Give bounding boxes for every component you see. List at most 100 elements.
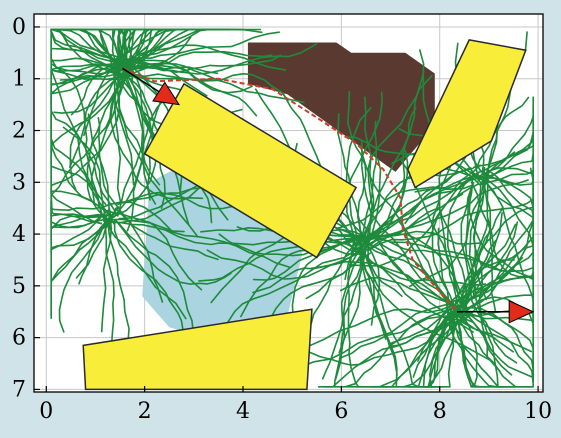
tree-edge — [59, 71, 125, 81]
tree-edge — [117, 212, 203, 291]
x-tick-label: 6 — [334, 399, 348, 424]
tree-edge — [100, 210, 112, 333]
tree-edge — [333, 239, 370, 388]
y-tick-label: 1 — [12, 67, 26, 92]
tree-edge — [338, 238, 369, 354]
tree-edge — [473, 186, 487, 301]
tree-edge — [198, 237, 371, 282]
tree-edge — [106, 201, 173, 232]
tree-edge — [128, 43, 318, 75]
tree-edge — [126, 28, 262, 61]
start-arrow-shaft — [122, 67, 160, 93]
tree-edge — [482, 166, 497, 312]
tree-edge — [116, 99, 165, 217]
tree-edge — [114, 58, 157, 205]
tree-edge — [468, 173, 534, 281]
tree-edge — [87, 113, 111, 217]
tree-edge — [363, 75, 433, 251]
path-layer — [122, 67, 458, 313]
tree-edge — [113, 62, 305, 104]
obstacle-quad-top-right — [406, 39, 527, 189]
tree-edge — [461, 251, 534, 311]
tree-edge — [54, 69, 132, 81]
tree-edge — [69, 68, 119, 191]
tree-edge — [367, 246, 453, 333]
tree-edge — [337, 184, 473, 229]
tree-edge — [422, 310, 454, 387]
tree-edge — [351, 235, 503, 272]
y-tick-label: 2 — [12, 119, 26, 144]
tree-edge — [450, 311, 506, 388]
y-tick-label: 7 — [12, 377, 26, 402]
tree-edge — [210, 227, 370, 304]
tree-edge — [370, 235, 534, 273]
obstacle-rect-center — [143, 82, 358, 259]
tree-edge — [472, 174, 492, 268]
tree-edge — [121, 59, 258, 117]
tree-edge — [366, 173, 479, 241]
tree-edge — [344, 167, 474, 281]
axes-layer: 0 2 4 6 8 10 0 1 2 3 4 5 6 7 — [12, 13, 552, 424]
tree-edge — [337, 113, 363, 251]
tree-edge — [127, 65, 219, 75]
tree-edge — [50, 113, 119, 215]
tree-edge — [130, 44, 286, 71]
tree-edge — [70, 61, 127, 116]
x-tick-label: 0 — [39, 399, 53, 424]
tree-edge — [113, 74, 135, 186]
tree-edge — [484, 180, 534, 329]
tree-edge — [345, 107, 372, 254]
tree-edge — [367, 198, 534, 252]
brown-region — [247, 42, 435, 172]
tree-edge — [446, 151, 516, 306]
tree-edge — [437, 227, 450, 304]
tree-edge — [118, 179, 208, 220]
tree-edge — [289, 303, 454, 374]
tree-edge — [90, 62, 127, 205]
goal-arrow-head — [508, 299, 535, 324]
tree-edge — [50, 213, 112, 231]
tree-edge — [360, 249, 403, 297]
plot-frame-border — [33, 13, 544, 393]
start-goal-markers — [122, 67, 535, 324]
tree-edge — [373, 233, 460, 308]
tree-edge — [366, 193, 464, 251]
tree-edge — [359, 241, 501, 372]
tree-edge — [50, 63, 105, 221]
tree-edge — [348, 183, 480, 267]
x-tick-label: 4 — [236, 399, 250, 424]
tree-edge — [388, 320, 453, 348]
tree-edge — [308, 309, 453, 366]
obstacle-quad-bottom — [82, 308, 313, 391]
y-tick-label: 5 — [12, 274, 26, 299]
tree-edge — [125, 69, 161, 186]
tree-edge — [69, 71, 127, 168]
tree-edge — [470, 181, 534, 278]
y-tick-label: 3 — [12, 170, 26, 195]
tree-edge — [449, 221, 519, 317]
tree-edge — [50, 137, 115, 225]
tree-edge — [448, 314, 534, 388]
tree-edge — [58, 213, 108, 333]
left-tree — [50, 52, 291, 388]
tree-edge — [423, 172, 479, 248]
tree-edge — [461, 206, 504, 303]
tree-edge — [354, 237, 474, 323]
x-tick-label: 8 — [433, 399, 447, 424]
y-tick-label: 4 — [12, 222, 26, 247]
tree-edge — [218, 247, 360, 341]
x-tick-label: 10 — [524, 399, 552, 424]
tree-edge — [470, 147, 534, 186]
x-tick-label: 2 — [138, 399, 152, 424]
tree-edge — [111, 28, 182, 62]
tree-edge — [50, 201, 103, 225]
tree-edge — [347, 91, 372, 252]
tree-edge — [459, 310, 534, 378]
tree-edge — [454, 245, 534, 305]
solution-path — [122, 67, 458, 313]
tree-edge — [113, 219, 190, 354]
tree-edge — [50, 221, 112, 316]
tree-edge — [52, 207, 119, 281]
tree-edge — [50, 216, 102, 255]
